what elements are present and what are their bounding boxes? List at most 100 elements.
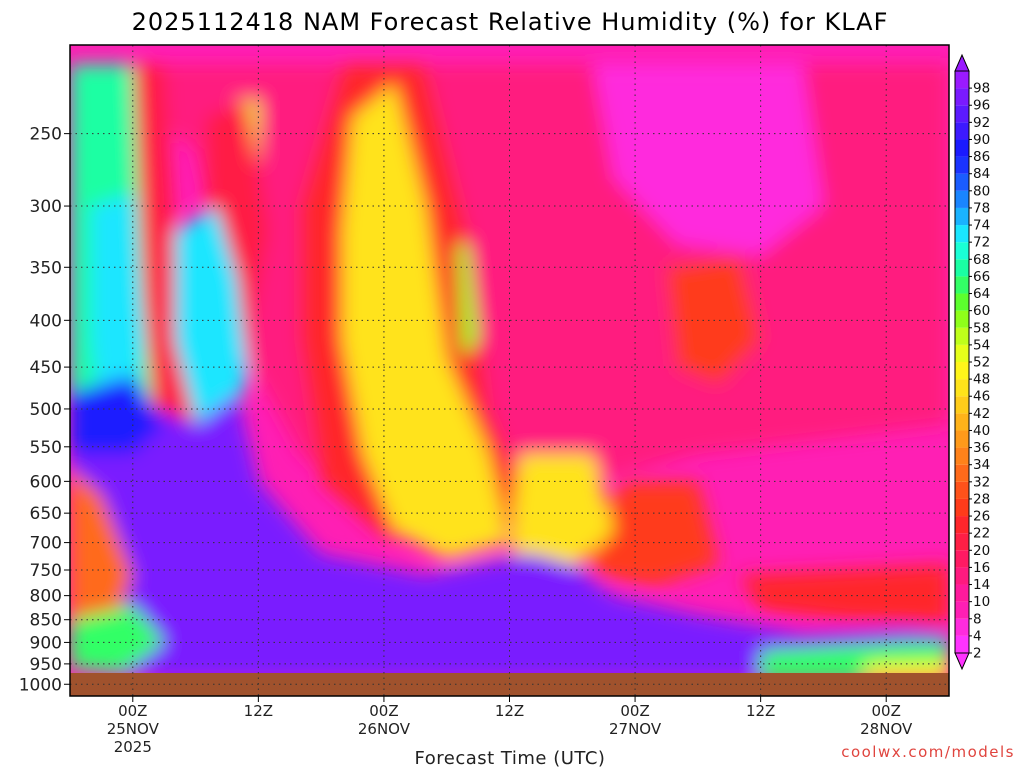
colorbar-swatch bbox=[955, 567, 969, 585]
x-tick-label: 00Z bbox=[872, 702, 901, 720]
plot-area bbox=[70, 45, 949, 696]
colorbar-label: 74 bbox=[973, 218, 990, 234]
colorbar-swatch bbox=[955, 310, 969, 328]
colorbar-label: 26 bbox=[973, 509, 990, 525]
x-tick-date: 28NOV bbox=[860, 720, 913, 738]
colorbar-label: 68 bbox=[973, 252, 990, 268]
credit-text: coolwx.com/models bbox=[841, 743, 1015, 761]
colorbar-swatch bbox=[955, 156, 969, 174]
colorbar-swatch bbox=[955, 413, 969, 431]
colorbar-swatch bbox=[955, 635, 969, 653]
x-tick-label: 12Z bbox=[244, 702, 273, 720]
y-tick-label: 750 bbox=[30, 561, 62, 581]
rh-region bbox=[70, 605, 165, 673]
x-tick-year: 2025 bbox=[114, 738, 152, 756]
colorbar-swatch bbox=[955, 344, 969, 362]
colorbar: 2481014162022262832343640424648525458606… bbox=[954, 53, 990, 671]
colorbar-swatch bbox=[955, 481, 969, 499]
y-tick-label: 350 bbox=[30, 258, 62, 278]
colorbar-swatch bbox=[955, 379, 969, 397]
colorbar-swatch bbox=[955, 276, 969, 294]
colorbar-swatch bbox=[955, 259, 969, 277]
colorbar-swatch bbox=[955, 207, 969, 226]
colorbar-min-arrow bbox=[954, 652, 970, 671]
x-tick-label: 00Z bbox=[369, 702, 398, 720]
colorbar-swatch bbox=[955, 464, 969, 482]
colorbar-swatch bbox=[955, 584, 969, 602]
colorbar-swatch bbox=[955, 242, 969, 260]
colorbar-swatch bbox=[955, 122, 969, 140]
x-tick-label: 00Z bbox=[118, 702, 147, 720]
x-tick-label: 12Z bbox=[495, 702, 524, 720]
colorbar-swatch bbox=[955, 327, 969, 345]
colorbar-label: 98 bbox=[973, 81, 990, 97]
colorbar-label: 42 bbox=[973, 406, 990, 422]
colorbar-label: 28 bbox=[973, 491, 990, 507]
colorbar-label: 34 bbox=[973, 457, 990, 473]
colorbar-swatch bbox=[955, 173, 969, 191]
y-axis: 250 300 350 400 450 500 550 600 650 700 750 800 850 9… bbox=[19, 125, 70, 695]
colorbar-swatch bbox=[955, 430, 969, 448]
humidity-field bbox=[70, 64, 949, 681]
colorbar-label: 10 bbox=[973, 594, 990, 610]
colorbar-swatch bbox=[955, 516, 969, 534]
colorbar-label: 36 bbox=[973, 440, 990, 456]
rh-region bbox=[509, 454, 615, 576]
colorbar-swatch bbox=[955, 293, 969, 311]
colorbar-swatch bbox=[955, 190, 969, 208]
colorbar-label: 84 bbox=[973, 166, 990, 182]
chart-title: 2025112418 NAM Forecast Relative Humidit… bbox=[132, 8, 889, 36]
colorbar-label: 80 bbox=[973, 183, 990, 199]
x-tick-date: 25NOV bbox=[107, 720, 160, 738]
colorbar-swatch bbox=[955, 139, 969, 157]
colorbar-label: 8 bbox=[973, 611, 982, 627]
rh-region bbox=[70, 375, 165, 454]
y-tick-label: 600 bbox=[30, 472, 62, 492]
colorbar-label: 78 bbox=[973, 200, 990, 216]
y-tick-label: 800 bbox=[30, 587, 62, 607]
x-tick-label: 12Z bbox=[746, 702, 775, 720]
colorbar-swatch bbox=[955, 447, 969, 465]
colorbar-label: 52 bbox=[973, 355, 990, 371]
y-tick-label: 950 bbox=[30, 655, 62, 675]
x-tick-date: 26NOV bbox=[358, 720, 411, 738]
colorbar-swatch bbox=[955, 533, 969, 551]
colorbar-label: 4 bbox=[973, 628, 982, 644]
x-tick-date: 27NOV bbox=[609, 720, 662, 738]
rh-region bbox=[70, 467, 133, 643]
rh-region bbox=[174, 206, 248, 440]
grid-lines bbox=[70, 45, 949, 696]
colorbar-label: 96 bbox=[973, 98, 990, 114]
colorbar-label: 16 bbox=[973, 560, 990, 576]
y-tick-label: 700 bbox=[30, 534, 62, 554]
y-tick-label: 550 bbox=[30, 438, 62, 458]
colorbar-swatch bbox=[955, 618, 969, 636]
colorbar-label: 22 bbox=[973, 526, 990, 542]
y-tick-label: 250 bbox=[30, 125, 62, 145]
y-tick-label: 500 bbox=[30, 400, 62, 420]
colorbar-swatch bbox=[955, 88, 969, 106]
rh-region bbox=[593, 481, 719, 586]
x-axis-label: Forecast Time (UTC) bbox=[415, 748, 606, 768]
colorbar-label: 86 bbox=[973, 149, 990, 165]
rh-region bbox=[153, 454, 573, 660]
colorbar-label: 64 bbox=[973, 286, 990, 302]
y-tick-label: 300 bbox=[30, 197, 62, 217]
colorbar-label: 14 bbox=[973, 577, 990, 593]
colorbar-swatch bbox=[955, 225, 969, 243]
y-tick-label: 650 bbox=[30, 504, 62, 524]
colorbar-label: 54 bbox=[973, 337, 990, 353]
y-tick-label: 400 bbox=[30, 311, 62, 331]
colorbar-label: 40 bbox=[973, 423, 990, 439]
rh-region bbox=[90, 192, 144, 425]
colorbar-swatch bbox=[955, 601, 969, 619]
y-tick-label: 450 bbox=[30, 358, 62, 378]
colorbar-swatch bbox=[955, 71, 969, 89]
colorbar-label: 48 bbox=[973, 372, 990, 388]
rh-region bbox=[739, 564, 949, 625]
colorbar-label: 90 bbox=[973, 132, 990, 148]
y-tick-label: 850 bbox=[30, 611, 62, 631]
colorbar-label: 32 bbox=[973, 474, 990, 490]
